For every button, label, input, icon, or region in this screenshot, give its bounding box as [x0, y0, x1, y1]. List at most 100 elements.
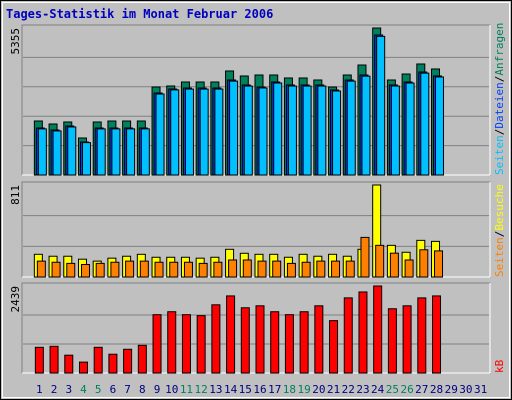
- bar: [258, 87, 268, 176]
- legend-entry: Dateien: [493, 82, 506, 128]
- bar: [434, 250, 444, 278]
- bar: [108, 353, 118, 374]
- x-tick-label: 13: [209, 383, 222, 396]
- chart-title: Tages-Statistik im Monat Februar 2006: [6, 7, 273, 21]
- x-tick-label: 16: [253, 383, 266, 396]
- bar: [137, 344, 147, 374]
- x-tick-label: 26: [400, 383, 413, 396]
- bar: [226, 295, 236, 374]
- x-tick-label: 25: [386, 383, 399, 396]
- x-tick-label: 10: [165, 383, 178, 396]
- bar: [435, 76, 445, 176]
- bar: [199, 88, 209, 176]
- bar: [78, 361, 88, 374]
- bar: [329, 320, 339, 374]
- legend-separator: /: [493, 231, 506, 238]
- bar: [34, 346, 44, 374]
- bar: [420, 72, 430, 176]
- x-tick-label: 5: [95, 383, 102, 396]
- x-tick-label: 30: [459, 383, 472, 396]
- bar: [387, 308, 397, 374]
- bar: [346, 80, 356, 176]
- bar: [358, 291, 368, 374]
- legend-entry: kB: [493, 359, 506, 373]
- bar: [314, 305, 324, 374]
- bar: [361, 75, 371, 176]
- bar: [167, 311, 177, 374]
- bar: [154, 261, 164, 278]
- x-tick-label: 17: [268, 383, 281, 396]
- x-tick-label: 28: [430, 383, 443, 396]
- legend-entry: Besuche: [493, 184, 506, 230]
- y-tick-label: 5355: [9, 28, 22, 55]
- bar: [316, 260, 326, 278]
- bar: [417, 297, 427, 374]
- bar: [155, 93, 165, 176]
- x-tick-label: 8: [139, 383, 146, 396]
- bar: [242, 259, 252, 278]
- bar: [52, 130, 62, 176]
- bar: [390, 85, 400, 176]
- bar: [284, 314, 294, 374]
- legend: Seiten/Besuche: [493, 184, 506, 277]
- bar: [343, 297, 353, 374]
- bar: [110, 261, 120, 278]
- y-tick-label: 2439: [9, 286, 22, 313]
- bar: [214, 88, 224, 176]
- bar: [332, 90, 342, 176]
- x-tick-label: 19: [298, 383, 311, 396]
- bar: [111, 128, 121, 176]
- bar: [169, 261, 179, 278]
- bar: [183, 261, 193, 278]
- bar: [317, 85, 327, 176]
- bar: [404, 259, 414, 278]
- x-tick-label: 27: [415, 383, 428, 396]
- x-tick-label: 20: [312, 383, 325, 396]
- bar: [302, 85, 312, 176]
- bar: [152, 314, 162, 374]
- bar: [140, 128, 150, 176]
- legend-entry: Anfragen: [493, 23, 506, 76]
- bar: [36, 260, 46, 278]
- bar: [125, 260, 135, 278]
- bar: [243, 85, 253, 176]
- bar: [96, 128, 106, 176]
- bar: [81, 142, 91, 176]
- bar: [95, 262, 105, 278]
- bar: [181, 314, 191, 374]
- bar: [184, 88, 194, 176]
- x-tick-label: 9: [154, 383, 161, 396]
- y-tick-label: 811: [9, 185, 22, 205]
- x-tick-label: 15: [239, 383, 252, 396]
- bar: [299, 311, 309, 374]
- bar: [331, 260, 341, 278]
- bar: [229, 80, 239, 176]
- bar: [93, 346, 103, 374]
- bar: [419, 249, 429, 278]
- x-tick-label: 18: [283, 383, 296, 396]
- x-tick-label: 2: [51, 383, 58, 396]
- bar: [286, 262, 296, 278]
- legend-separator: /: [493, 129, 506, 136]
- bar: [376, 35, 386, 176]
- x-tick-label: 3: [65, 383, 72, 396]
- bar: [51, 261, 61, 278]
- bar: [198, 262, 208, 278]
- x-tick-label: 14: [224, 383, 238, 396]
- bar: [405, 82, 415, 176]
- bar: [228, 259, 238, 278]
- bar: [37, 128, 47, 176]
- bar: [273, 82, 283, 176]
- legend-separator: /: [493, 76, 506, 83]
- bar: [345, 260, 355, 278]
- bar: [240, 307, 250, 374]
- x-tick-label: 6: [110, 383, 117, 396]
- bar: [123, 348, 133, 374]
- x-tick-label: 4: [80, 383, 87, 396]
- bar: [211, 304, 221, 374]
- x-tick-label: 23: [356, 383, 369, 396]
- bar: [64, 354, 74, 374]
- legend-entry: Seiten: [493, 135, 506, 175]
